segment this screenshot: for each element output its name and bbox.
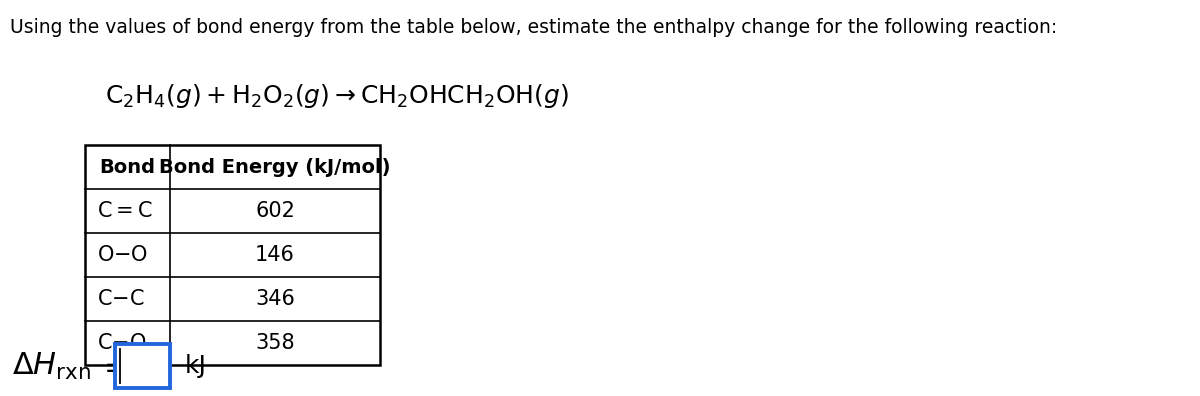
Text: $\mathrm{C{-}C}$: $\mathrm{C{-}C}$ xyxy=(97,289,144,309)
Text: $\Delta H_{\mathrm{rxn}}$: $\Delta H_{\mathrm{rxn}}$ xyxy=(12,350,91,382)
Text: $\mathrm{C_2H_4}(\mathit{g}) + \mathrm{H_2O_2}(\mathit{g}) \rightarrow \mathrm{C: $\mathrm{C_2H_4}(\mathit{g}) + \mathrm{H… xyxy=(106,82,569,110)
Text: $\mathrm{O{-}O}$: $\mathrm{O{-}O}$ xyxy=(97,245,148,265)
Text: 146: 146 xyxy=(256,245,295,265)
Text: 602: 602 xyxy=(256,201,295,221)
Text: $\mathrm{C{=}C}$: $\mathrm{C{=}C}$ xyxy=(97,201,152,221)
Text: 358: 358 xyxy=(256,333,295,353)
Bar xyxy=(85,145,380,365)
Text: Bond Energy (kJ/mol): Bond Energy (kJ/mol) xyxy=(160,158,391,177)
Text: $\mathrm{C{-}O}$: $\mathrm{C{-}O}$ xyxy=(97,333,146,353)
FancyBboxPatch shape xyxy=(115,344,170,388)
Text: kJ: kJ xyxy=(185,354,208,378)
Text: $=$: $=$ xyxy=(98,352,128,381)
Text: 346: 346 xyxy=(256,289,295,309)
Text: Bond: Bond xyxy=(100,158,156,177)
Text: Using the values of bond energy from the table below, estimate the enthalpy chan: Using the values of bond energy from the… xyxy=(10,18,1057,37)
